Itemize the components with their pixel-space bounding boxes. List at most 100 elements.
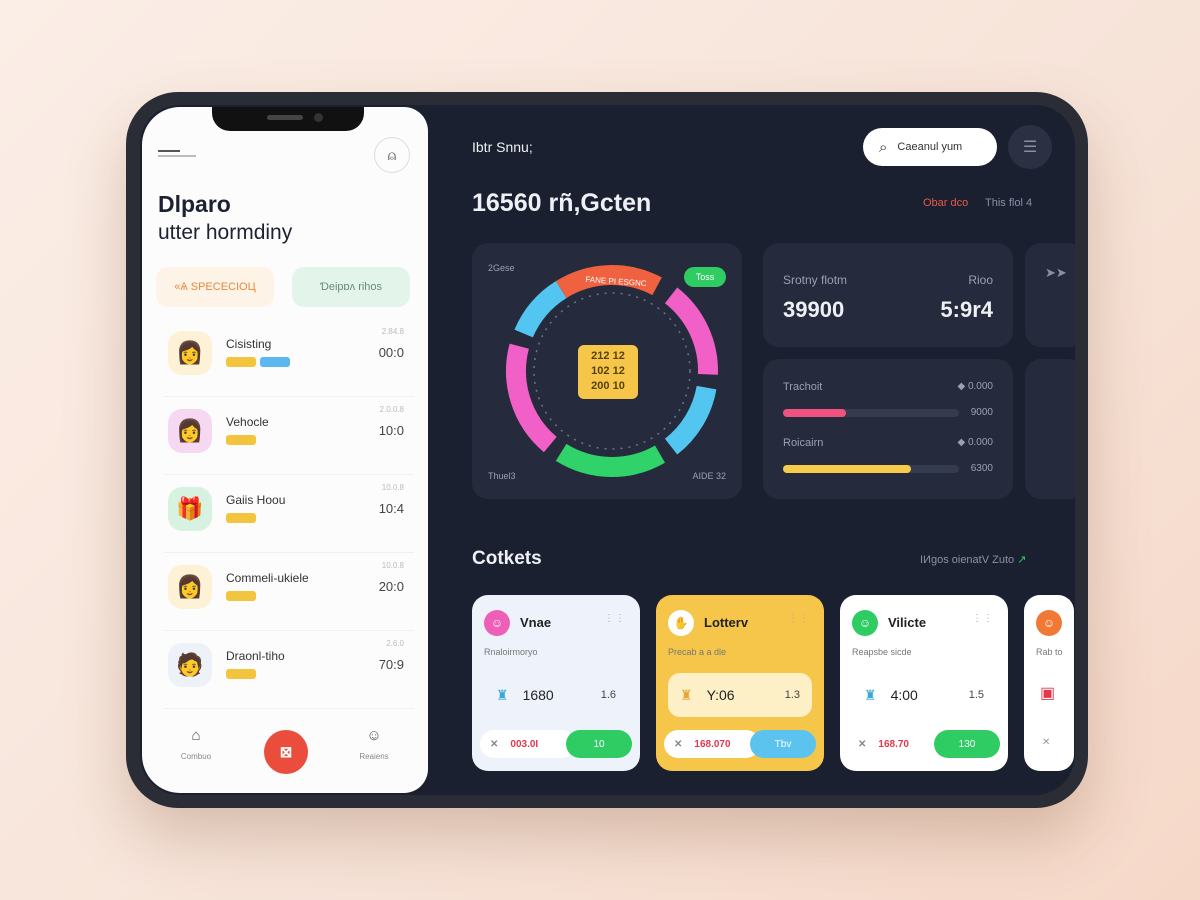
center-action-button[interactable]: ⊠ (264, 730, 308, 774)
smile-icon: ☺ (366, 727, 382, 744)
avatar: 🎁 (168, 487, 212, 531)
list-item[interactable]: 🧑 Draonl-tiho 2.6.0 70:9 (164, 631, 414, 709)
contest-ratio: 1.5 (968, 689, 984, 701)
pill-button-right[interactable]: Ɗeipɒʌ rihos (292, 267, 410, 307)
fast-forward-icon: ➤➤ (1045, 265, 1067, 280)
greeting: Ibtr Snnu; (472, 139, 533, 155)
list-item[interactable]: 🎁 Gaiis Hoou 10.0.8 10:4 (164, 475, 414, 553)
contest-subtitle: Rab to (1036, 647, 1063, 657)
list-item-name: Cisisting (226, 337, 272, 351)
divider (164, 396, 414, 397)
donut-label-bottom-right: AIDE 32 (692, 471, 726, 481)
progress-top-value: ◆ 0.000 (957, 381, 994, 392)
bell-icon: ⍝ (387, 146, 397, 163)
contest-icon: ☺ (484, 610, 510, 636)
stat-card: Srotny flotm Rioo 39900 5:9r4 (763, 243, 1013, 347)
stat-value-right: 5:9r4 (940, 297, 993, 322)
arrow-icon: ↗ (1017, 554, 1027, 566)
progress-fill (783, 465, 912, 473)
partial-card-bottom (1025, 359, 1075, 499)
list-item-meta: 10.0.8 (381, 483, 404, 492)
donut-label-top-left: 2Gese (488, 263, 515, 273)
phone-panel: ⍝ Dlparo utter hormdiny «Ѧ ЅРЕСЕСІОЦ Ɗei… (142, 107, 428, 793)
donut-segment-orange (555, 265, 662, 299)
close-icon: ✕ (1042, 737, 1051, 748)
contest-subtitle: Rnaloirmoryo (484, 647, 538, 657)
stat-value: 39900 (783, 297, 845, 322)
list-item-tags (226, 357, 290, 367)
center-code-line: 212 12 (591, 350, 625, 362)
center-code-box: 212 12 102 12 200 10 (578, 345, 638, 399)
list-item-meta: 2.6.0 (386, 639, 404, 648)
progress-bottom-value: 6300 (970, 463, 993, 474)
list-item-meta: 10.0.8 (381, 561, 404, 570)
contest-subtitle: Reapsbe sicde (852, 647, 912, 657)
tablet-screen: ⍝ Dlparo utter hormdiny «Ѧ ЅРЕСЕСІОЦ Ɗei… (140, 105, 1075, 795)
contest-join-button[interactable]: Tbv (750, 730, 816, 758)
more-icon[interactable]: ⋮⋮ (972, 613, 994, 624)
donut-segment-pink-left (506, 343, 557, 453)
menu-icon: ☰ (1022, 139, 1038, 156)
prize-icon: ♜ (680, 686, 693, 703)
menu-button[interactable]: ☰ (1008, 125, 1052, 169)
contest-amount: Y:06 (706, 687, 735, 703)
more-icon[interactable]: ⋮⋮ (604, 613, 626, 624)
close-icon: ✕ (858, 738, 867, 750)
list-item[interactable]: 👩 Vehocle 2.0.0.8 10:0 (164, 397, 414, 475)
contest-price: ✕ 168.70 (848, 730, 944, 758)
divider (164, 552, 414, 553)
home-icon: ⌂ (191, 727, 201, 744)
list-item-value: 20:0 (378, 579, 404, 594)
list-item-tags (226, 591, 256, 601)
progress-label: Roicairn (783, 437, 824, 449)
contest-title: Vilicte (888, 615, 927, 630)
donut-ring (506, 265, 718, 477)
contest-title: Vnae (520, 615, 552, 630)
contest-join-button[interactable]: 10 (566, 730, 632, 758)
progress-label: Trachoit (783, 381, 823, 393)
contest-price: ✕ 168.070 (664, 730, 760, 758)
balance-heading: 16560 rñ,Gcten (472, 189, 652, 217)
progress-bar (783, 409, 959, 417)
list-item-tags (226, 435, 256, 445)
contest-amount-box: ♜ 4:00 1.5 (852, 673, 996, 717)
donut-card: 2Gese Toss FANE PI ESGNC 212 12 102 12 2… (472, 243, 742, 499)
list-item-value: 00:0 (378, 345, 404, 360)
avatar: 👩 (168, 331, 212, 375)
progress-top-value: ◆ 0.000 (957, 437, 994, 448)
hamburger-menu-icon[interactable] (158, 147, 198, 160)
list-item[interactable]: 👩 Cisisting 2.84.8 00:0 (164, 319, 414, 397)
contest-subtitle: Precab a a dle (668, 647, 727, 657)
search-icon: ⌕ (879, 138, 888, 156)
list-item[interactable]: 👩 Commeli-ukiele 10.0.8 20:0 (164, 553, 414, 631)
close-icon: ✕ (490, 738, 499, 750)
contest-join-button[interactable]: 130 (934, 730, 1000, 758)
search-input[interactable]: ⌕ Caeanul yum (863, 128, 997, 166)
donut-segment-pink-right (664, 287, 718, 375)
notification-button[interactable]: ⍝ (374, 137, 410, 173)
center-code-line: 200 10 (591, 380, 625, 392)
more-icon[interactable]: ⋮⋮ (788, 613, 810, 624)
link-gray[interactable]: This flol 4 (985, 197, 1033, 209)
section-title: Cotkets (472, 548, 542, 569)
link-red[interactable]: Obar dco (923, 197, 969, 209)
ticket-icon: ⊠ (279, 744, 293, 761)
nav-profile[interactable]: ☺ Reaiens (344, 727, 404, 761)
donut-segment-blue-left (514, 281, 567, 338)
divider (164, 708, 414, 709)
contest-amount-box: ♜ Y:06 1.3 (668, 673, 812, 717)
nav-home[interactable]: ⌂ Combuo (166, 727, 226, 761)
list-item-meta: 2.0.0.8 (379, 405, 404, 414)
prize-icon: ♜ (864, 686, 877, 703)
contest-card[interactable]: ✋ Lotterv ⋮⋮ Precab a a dle ♜ Y:06 1.3 ✕ 168… (656, 595, 824, 771)
contest-card[interactable]: ☺ Vnae ⋮⋮ Rnaloirmoryo ♜ 1680 1.6 ✕ 003.0І 10 (472, 595, 640, 771)
contest-card[interactable]: ☺ Rab to ▣ ✕ (1024, 595, 1074, 771)
view-all-link[interactable]: IИgos oienatV Zuto ↗ (920, 554, 1027, 566)
donut-label-bottom-left: Thuel3 (488, 471, 516, 481)
contest-amount: 4:00 (890, 687, 918, 703)
divider (164, 474, 414, 475)
contest-ratio: 1.6 (600, 689, 616, 701)
contest-card[interactable]: ☺ Vilicte ⋮⋮ Reapsbe sicde ♜ 4:00 1.5 ✕ 168.… (840, 595, 1008, 771)
stat-label-right: Rioo (968, 273, 993, 287)
pill-button-left[interactable]: «Ѧ ЅРЕСЕСІОЦ (156, 267, 274, 307)
